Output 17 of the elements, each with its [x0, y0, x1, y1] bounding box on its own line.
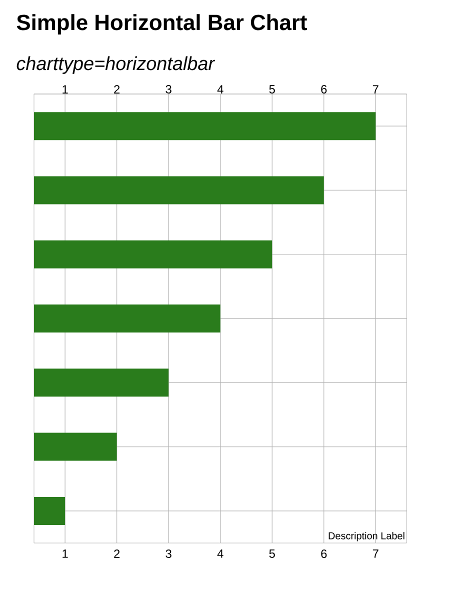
- x-tick-label: 1: [62, 550, 68, 558]
- chart-subtitle: charttype=horizontalbar: [16, 56, 216, 74]
- x-tick-label: 7: [372, 550, 378, 558]
- x2-tick-label: 1: [62, 85, 68, 94]
- x2-tick-label: 5: [269, 85, 275, 94]
- x-tick-label: 5: [269, 550, 275, 558]
- x2-tick-label: 4: [217, 85, 224, 94]
- x2-tick-label: 2: [114, 85, 120, 94]
- x2-tick-label: 3: [166, 85, 172, 94]
- chart-title: Simple Horizontal Bar Chart: [16, 14, 307, 35]
- x-tick-label: 4: [217, 550, 224, 558]
- x2-tick-label: 6: [321, 85, 327, 94]
- x-tick-label: 2: [114, 550, 120, 558]
- x-tick-label: 6: [321, 550, 327, 558]
- annotation: Description Label: [328, 532, 404, 542]
- x2-tick-label: 7: [372, 85, 378, 94]
- x-tick-label: 3: [166, 550, 172, 558]
